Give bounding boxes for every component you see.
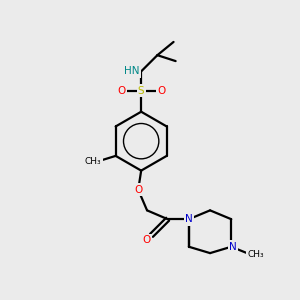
Text: O: O — [134, 185, 142, 195]
Text: N: N — [185, 214, 193, 224]
Text: O: O — [142, 236, 151, 245]
Text: O: O — [117, 85, 125, 95]
Text: CH₃: CH₃ — [247, 250, 264, 259]
Text: O: O — [157, 85, 165, 95]
Text: CH₃: CH₃ — [85, 157, 101, 166]
Text: S: S — [138, 85, 145, 95]
Text: HN: HN — [124, 66, 140, 76]
Text: N: N — [229, 242, 237, 252]
